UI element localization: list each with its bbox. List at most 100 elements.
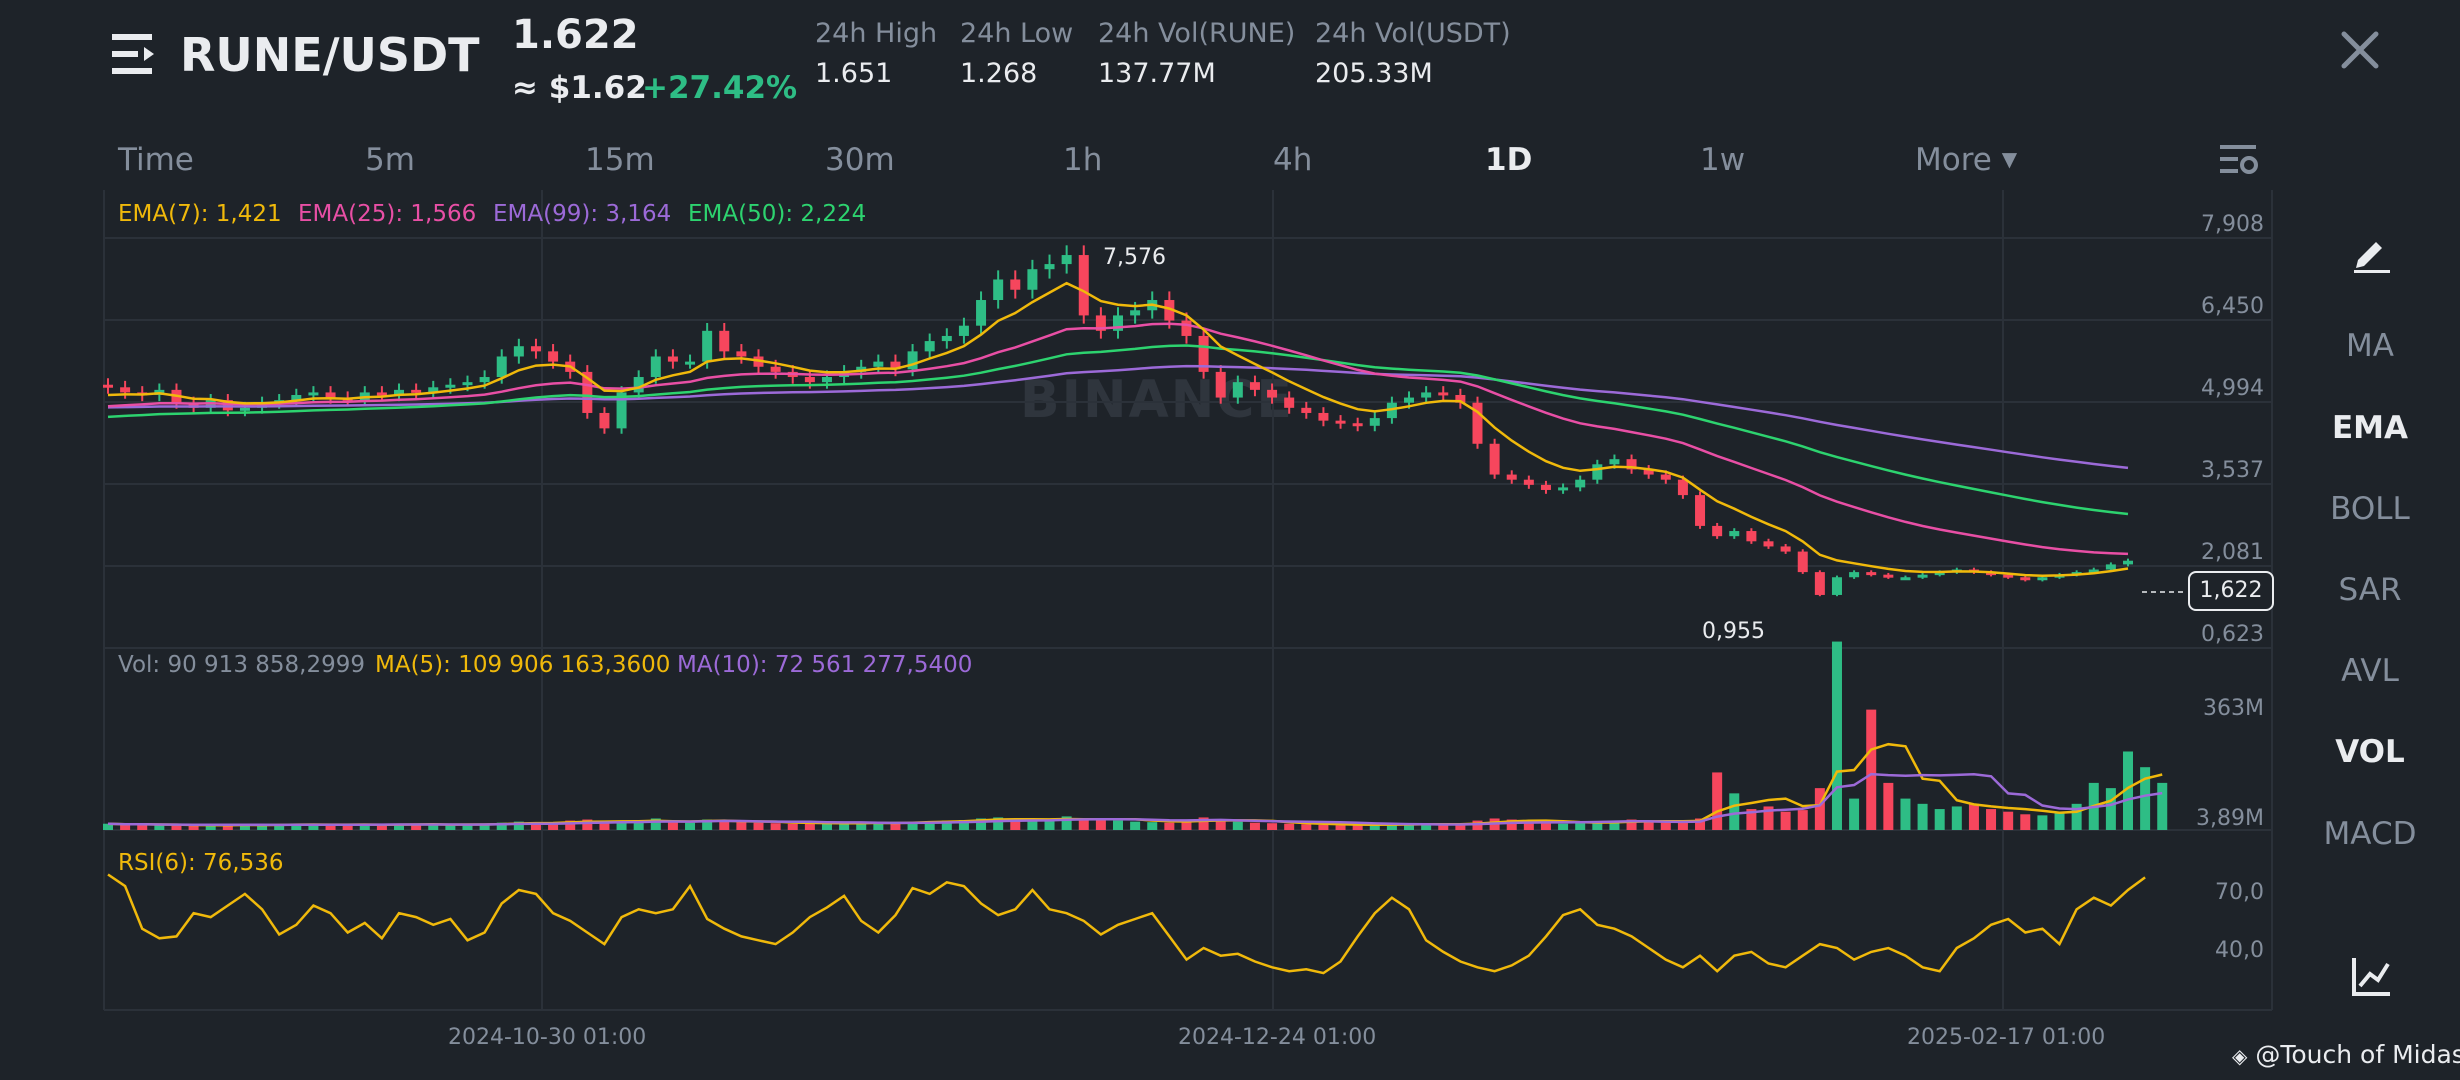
volume-bar <box>205 825 216 830</box>
indicator-vol[interactable]: VOL <box>2335 734 2405 770</box>
candle-body <box>1677 479 1688 496</box>
ema25-legend: EMA(25): 1,566 <box>298 201 477 227</box>
rsi-line-path <box>107 873 2146 975</box>
stat-24h-low-label: 24h Low <box>960 18 1074 49</box>
volume-bars <box>103 641 2168 830</box>
volume-bar <box>702 819 713 830</box>
candle-body <box>1934 572 1945 576</box>
candle-body <box>376 392 387 396</box>
volume-bar <box>1164 822 1175 830</box>
usd-price: ≈ $1.62 <box>512 70 647 106</box>
candle-body <box>1284 397 1295 408</box>
candle-body <box>394 389 405 395</box>
volume-bar <box>394 823 405 830</box>
ema50-legend: EMA(50): 2,224 <box>688 201 867 227</box>
price-chart[interactable] <box>0 190 2300 1035</box>
candle-body <box>1763 541 1774 547</box>
pair-title[interactable]: RUNE/USDT <box>180 28 480 82</box>
candle-body <box>1095 315 1106 331</box>
volume-bar <box>1626 819 1637 830</box>
volume-bar <box>1849 798 1860 830</box>
volume-bar <box>1249 822 1260 830</box>
candle-body <box>1592 464 1603 480</box>
chart-line-icon[interactable] <box>2350 954 2394 998</box>
volume-bar <box>1763 806 1774 830</box>
indicator-macd[interactable]: MACD <box>2323 816 2417 852</box>
indicator-boll[interactable]: BOLL <box>2330 491 2410 527</box>
candle-body <box>291 394 302 401</box>
volume-bar <box>1044 821 1055 830</box>
candle-body <box>685 361 696 365</box>
volume-bar <box>941 820 952 830</box>
timeframe-1w[interactable]: 1w <box>1700 142 1746 178</box>
volume-bar <box>103 823 113 830</box>
candle-body <box>1986 572 1997 576</box>
indicator-avl[interactable]: AVL <box>2341 653 2399 689</box>
candle-body <box>1044 264 1055 270</box>
volume-bar <box>274 824 285 830</box>
rsi-axis-label: 40,0 <box>2215 938 2264 963</box>
candle-body <box>1421 392 1432 398</box>
volume-bar <box>171 824 182 830</box>
timeframe-1d[interactable]: 1D <box>1485 142 1533 178</box>
volume-bar <box>1404 824 1415 830</box>
candle-body <box>1797 551 1808 573</box>
rsi-axis-label: 70,0 <box>2215 880 2264 905</box>
draw-pencil-icon[interactable] <box>2350 230 2394 274</box>
timeframe-4h[interactable]: 4h <box>1273 142 1313 178</box>
volume-bar <box>2105 788 2116 830</box>
candle-body <box>1729 531 1740 537</box>
candle-body <box>513 346 524 357</box>
candle-body <box>667 356 678 362</box>
stat-24h-high-label: 24h High <box>815 18 938 49</box>
volume-bar <box>582 819 593 830</box>
price-axis-label: 0,623 <box>2201 622 2264 647</box>
candle-body <box>496 356 507 378</box>
candle-body <box>958 325 969 336</box>
volume-bar <box>1061 816 1072 830</box>
volume-bar <box>1523 821 1534 830</box>
volume-bar <box>736 822 747 830</box>
volume-bar <box>1352 824 1363 830</box>
timeframe-30m[interactable]: 30m <box>825 142 895 178</box>
volume-bar <box>616 822 627 830</box>
date-label: 2024-12-24 01:00 <box>1178 1025 1377 1050</box>
indicator-ema[interactable]: EMA <box>2331 410 2409 446</box>
volume-bar <box>2037 815 2048 830</box>
candle-body <box>1712 525 1723 537</box>
candle-body <box>479 377 490 383</box>
candle-body <box>1061 255 1072 265</box>
price-axis-label: 3,537 <box>2201 458 2264 483</box>
volume-bar <box>257 825 268 830</box>
volume-bar <box>1575 823 1586 830</box>
volume-bar <box>1609 820 1620 830</box>
volume-bar <box>1215 819 1226 830</box>
ema7-legend: EMA(7): 1,421 <box>118 201 282 227</box>
candle-body <box>804 377 815 383</box>
volume-bar <box>1284 823 1295 830</box>
candle-body <box>1506 474 1517 480</box>
timeframe-1h[interactable]: 1h <box>1063 142 1103 178</box>
indicator-sar[interactable]: SAR <box>2338 572 2402 608</box>
candle-body <box>702 330 713 362</box>
indicator-ma[interactable]: MA <box>2346 328 2394 364</box>
volume-bar <box>1831 641 1842 830</box>
stat-24h-vol-usdt-label: 24h Vol(USDT) <box>1315 18 1511 49</box>
timeframe-15m[interactable]: 15m <box>585 142 655 178</box>
close-icon[interactable] <box>2338 28 2382 72</box>
candle-body <box>616 392 627 429</box>
candle-body <box>1558 487 1569 491</box>
chart-settings-icon[interactable] <box>2220 142 2260 176</box>
candle-body <box>1523 479 1534 485</box>
menu-icon[interactable] <box>112 32 160 76</box>
timeframe-time[interactable]: Time <box>118 142 194 178</box>
timeframe-more[interactable]: More ▼ <box>1915 142 2017 178</box>
timeframe-5m[interactable]: 5m <box>365 142 415 178</box>
volume-bar <box>1095 819 1106 830</box>
candle-body <box>1472 402 1483 444</box>
volume-bar <box>1729 793 1740 830</box>
volume-bar <box>1866 709 1877 830</box>
volume-bar <box>633 822 644 830</box>
candle-body <box>821 377 832 383</box>
volume-bar <box>650 818 661 830</box>
